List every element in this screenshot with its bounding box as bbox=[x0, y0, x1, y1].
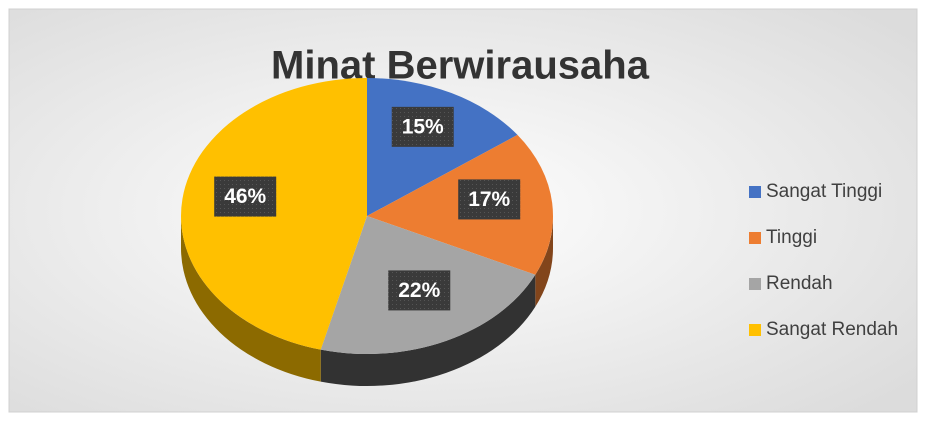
legend-swatch bbox=[749, 324, 761, 336]
data-label-box bbox=[388, 270, 451, 311]
slice-side bbox=[181, 216, 321, 382]
data-label-box bbox=[391, 106, 454, 147]
legend-swatch bbox=[749, 186, 761, 198]
legend-swatch bbox=[749, 278, 761, 290]
data-label-box bbox=[458, 179, 521, 220]
data-label: 17% bbox=[468, 188, 510, 211]
legend-label: Sangat Tinggi bbox=[766, 181, 882, 202]
legend-label: Rendah bbox=[766, 273, 833, 294]
slice-side bbox=[535, 216, 553, 307]
data-label: 22% bbox=[398, 279, 440, 302]
chart-title: Minat Berwirausaha bbox=[271, 44, 650, 88]
legend-label: Sangat Rendah bbox=[766, 319, 898, 340]
data-label: 46% bbox=[224, 185, 266, 208]
data-label: 15% bbox=[402, 115, 444, 138]
data-label-box bbox=[214, 176, 277, 217]
legend-label: Tinggi bbox=[766, 227, 817, 248]
slice-side bbox=[320, 274, 536, 387]
legend-swatch bbox=[749, 232, 761, 244]
